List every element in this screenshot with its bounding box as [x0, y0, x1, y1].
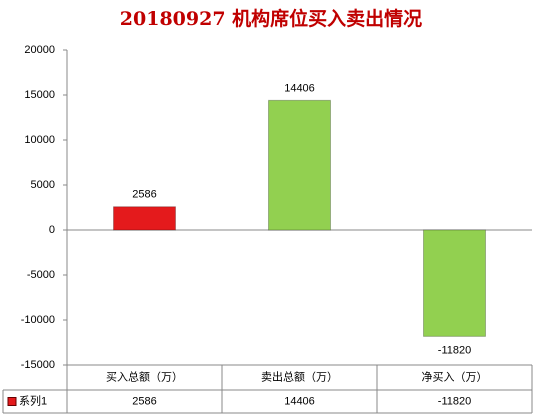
y-tick-label: -5000 — [27, 269, 55, 281]
y-tick-label: 0 — [49, 224, 55, 236]
x-tick-label: 净买入（万） — [422, 369, 488, 383]
bar — [268, 99, 331, 231]
y-tick-label: 20000 — [24, 44, 55, 56]
x-tick-label: 卖出总额（万） — [261, 369, 338, 383]
bar — [423, 229, 486, 337]
data-label: -11820 — [438, 344, 471, 356]
y-tick-label: 5000 — [31, 179, 55, 191]
legend-key — [7, 397, 17, 406]
x-tick-label: 买入总额（万） — [106, 369, 183, 383]
y-tick-label: -10000 — [21, 314, 55, 326]
data-label: 2586 — [132, 189, 156, 201]
chart-title: 20180927 机构席位买入卖出情况 — [120, 7, 422, 30]
y-tick-label: 10000 — [24, 134, 55, 146]
data-label: 14406 — [284, 82, 315, 94]
table-value: 2586 — [132, 395, 156, 407]
bar — [113, 206, 176, 231]
legend-label: 系列1 — [19, 393, 47, 407]
table-value: 14406 — [284, 395, 315, 407]
y-tick-label: 15000 — [24, 89, 55, 101]
table-value: -11820 — [438, 395, 471, 407]
y-tick-label: -15000 — [21, 359, 55, 371]
